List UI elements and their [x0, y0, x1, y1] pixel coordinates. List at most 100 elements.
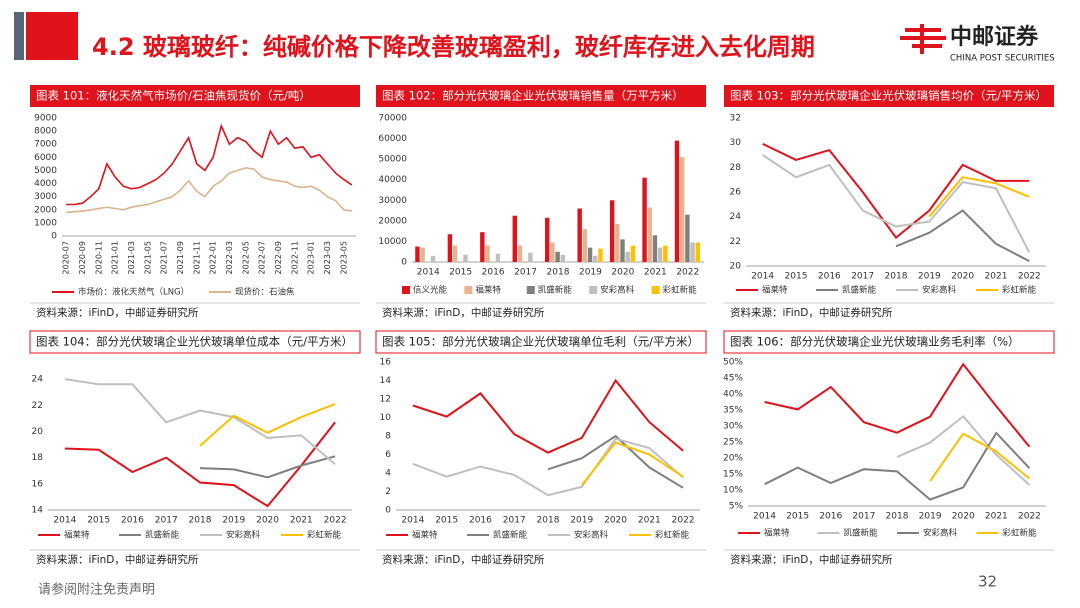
legend-label: 彩虹新能	[1002, 285, 1037, 296]
legend-label: 凯盛新能	[538, 285, 573, 296]
bar	[685, 214, 690, 262]
x-tick-label: 2014	[417, 268, 440, 278]
bar	[593, 255, 598, 262]
logo: 中邮证券 CHINA POST SECURITIES	[900, 24, 1055, 64]
y-tick-label: 22	[32, 401, 43, 411]
bar	[598, 248, 603, 262]
y-tick-label: 8000	[34, 127, 57, 137]
y-tick-label: 10%	[723, 486, 743, 496]
x-tick-label: 2020	[604, 516, 627, 526]
y-tick-label: 18	[32, 453, 44, 463]
legend-swatch	[651, 286, 660, 294]
y-tick-label: 12	[380, 395, 391, 405]
legend-label: 凯盛新能	[493, 530, 528, 541]
chart: 图表 102：部分光伏玻璃企业光伏玻璃销售量（万平方米） 资料来源：iFinD，中…	[376, 85, 706, 319]
bar	[480, 232, 485, 262]
x-tick-label: 2017	[503, 516, 526, 526]
x-tick-label: 2021-01	[111, 241, 120, 274]
legend-swatch	[402, 286, 410, 294]
line	[199, 455, 336, 479]
legend-label: 现货价：石油焦	[235, 287, 295, 298]
x-tick-label: 2014	[753, 512, 776, 522]
x-tick-label: 2021-09	[176, 241, 185, 274]
y-tick-label: 2	[385, 487, 391, 497]
bar	[582, 229, 588, 262]
x-tick-label: 2019	[918, 272, 941, 282]
line	[764, 362, 1031, 448]
chart-title: 图表 103：部分光伏玻璃企业光伏玻璃销售均价（元/平方米）	[730, 89, 1047, 103]
legend-swatch	[464, 286, 473, 294]
chart: 图表 103：部分光伏玻璃企业光伏玻璃销售均价（元/平方米） 资料来源：iFinD…	[724, 85, 1054, 319]
y-tick-label: 7000	[34, 140, 57, 150]
x-tick-label: 2015	[87, 516, 110, 526]
y-tick-label: 1000	[34, 218, 57, 228]
x-tick-label: 2022	[1018, 272, 1041, 282]
y-tick-label: 16	[380, 358, 392, 368]
x-tick-label: 2016	[818, 272, 841, 282]
y-tick-label: 0	[51, 232, 57, 242]
y-tick-label: 40%	[723, 390, 743, 400]
legend-label: 福莱特	[412, 530, 438, 541]
y-tick-label: 10	[380, 413, 392, 423]
x-tick-label: 2019	[579, 268, 602, 278]
x-tick-label: 2022-05	[241, 241, 250, 274]
bar	[647, 207, 652, 262]
line	[764, 431, 1031, 501]
disclaimer: 请参阅附注免责声明	[38, 582, 155, 598]
chart: 图表 104：部分光伏玻璃企业光伏玻璃单位成本（元/平方米） 资料来源：iFinD…	[29, 330, 361, 566]
y-tick-label: 0	[385, 506, 391, 516]
x-tick-label: 2021-05	[143, 241, 152, 274]
y-tick-label: 5000	[34, 166, 57, 176]
legend-label: 福莱特	[762, 285, 788, 296]
x-tick-label: 2018	[886, 512, 909, 522]
page-number: 32	[978, 573, 997, 591]
x-tick-label: 2017	[851, 272, 874, 282]
chart-title: 图表 106：部分光伏玻璃企业光伏玻璃业务毛利率（%）	[730, 335, 1020, 349]
y-tick-label: 6	[385, 450, 391, 460]
legend-label: 安彩高科	[226, 530, 261, 541]
x-tick-label: 2021	[985, 272, 1008, 282]
x-tick-label: 2021	[644, 268, 667, 278]
bar	[690, 242, 695, 262]
chart: 图表 106：部分光伏玻璃企业光伏玻璃业务毛利率（%） 资料来源：iFinD，中邮…	[723, 330, 1055, 566]
x-tick-label: 2021	[638, 516, 661, 526]
y-tick-label: 60000	[378, 134, 407, 144]
chart-title-bar	[29, 330, 361, 354]
y-tick-label: 20	[730, 262, 742, 272]
bar	[657, 247, 663, 262]
chart-title-bar	[723, 330, 1055, 354]
legend-swatch	[526, 286, 535, 294]
x-tick-label: 2021-07	[160, 241, 169, 274]
bar	[550, 242, 555, 262]
logo-en: CHINA POST SECURITIES	[950, 54, 1055, 64]
bar	[528, 252, 533, 262]
x-tick-label: 2023-01	[307, 241, 316, 274]
logo-text: 中邮证券	[950, 24, 1039, 50]
source: 资料来源：iFinD，中邮证券研究所	[36, 553, 199, 566]
y-tick-label: 5%	[729, 502, 744, 512]
x-tick-label: 2015	[435, 516, 458, 526]
source: 资料来源：iFinD，中邮证券研究所	[730, 553, 893, 566]
line	[762, 142, 1030, 240]
x-tick-label: 2022-07	[258, 241, 267, 274]
logo-icon	[900, 24, 946, 54]
line	[199, 403, 336, 447]
x-tick-label: 2021-11	[192, 241, 201, 274]
x-tick-label: 2020-11	[94, 241, 103, 274]
bar	[625, 251, 630, 262]
legend-label: 凯盛新能	[842, 285, 877, 296]
bar	[587, 247, 593, 262]
x-tick-label: 2020	[952, 512, 975, 522]
line	[581, 441, 684, 486]
legend-label: 福莱特	[764, 528, 790, 539]
source: 资料来源：iFinD，中邮证券研究所	[382, 306, 545, 319]
chart-title: 图表 104：部分光伏玻璃企业光伏玻璃单位成本（元/平方米）	[36, 335, 353, 349]
bar	[663, 245, 668, 262]
legend-swatch	[589, 286, 598, 294]
bar	[555, 251, 560, 262]
x-tick-label: 2016	[482, 268, 505, 278]
legend-label: 福莱特	[64, 530, 90, 541]
x-tick-label: 2022	[1018, 512, 1041, 522]
y-tick-label: 4	[385, 469, 391, 479]
